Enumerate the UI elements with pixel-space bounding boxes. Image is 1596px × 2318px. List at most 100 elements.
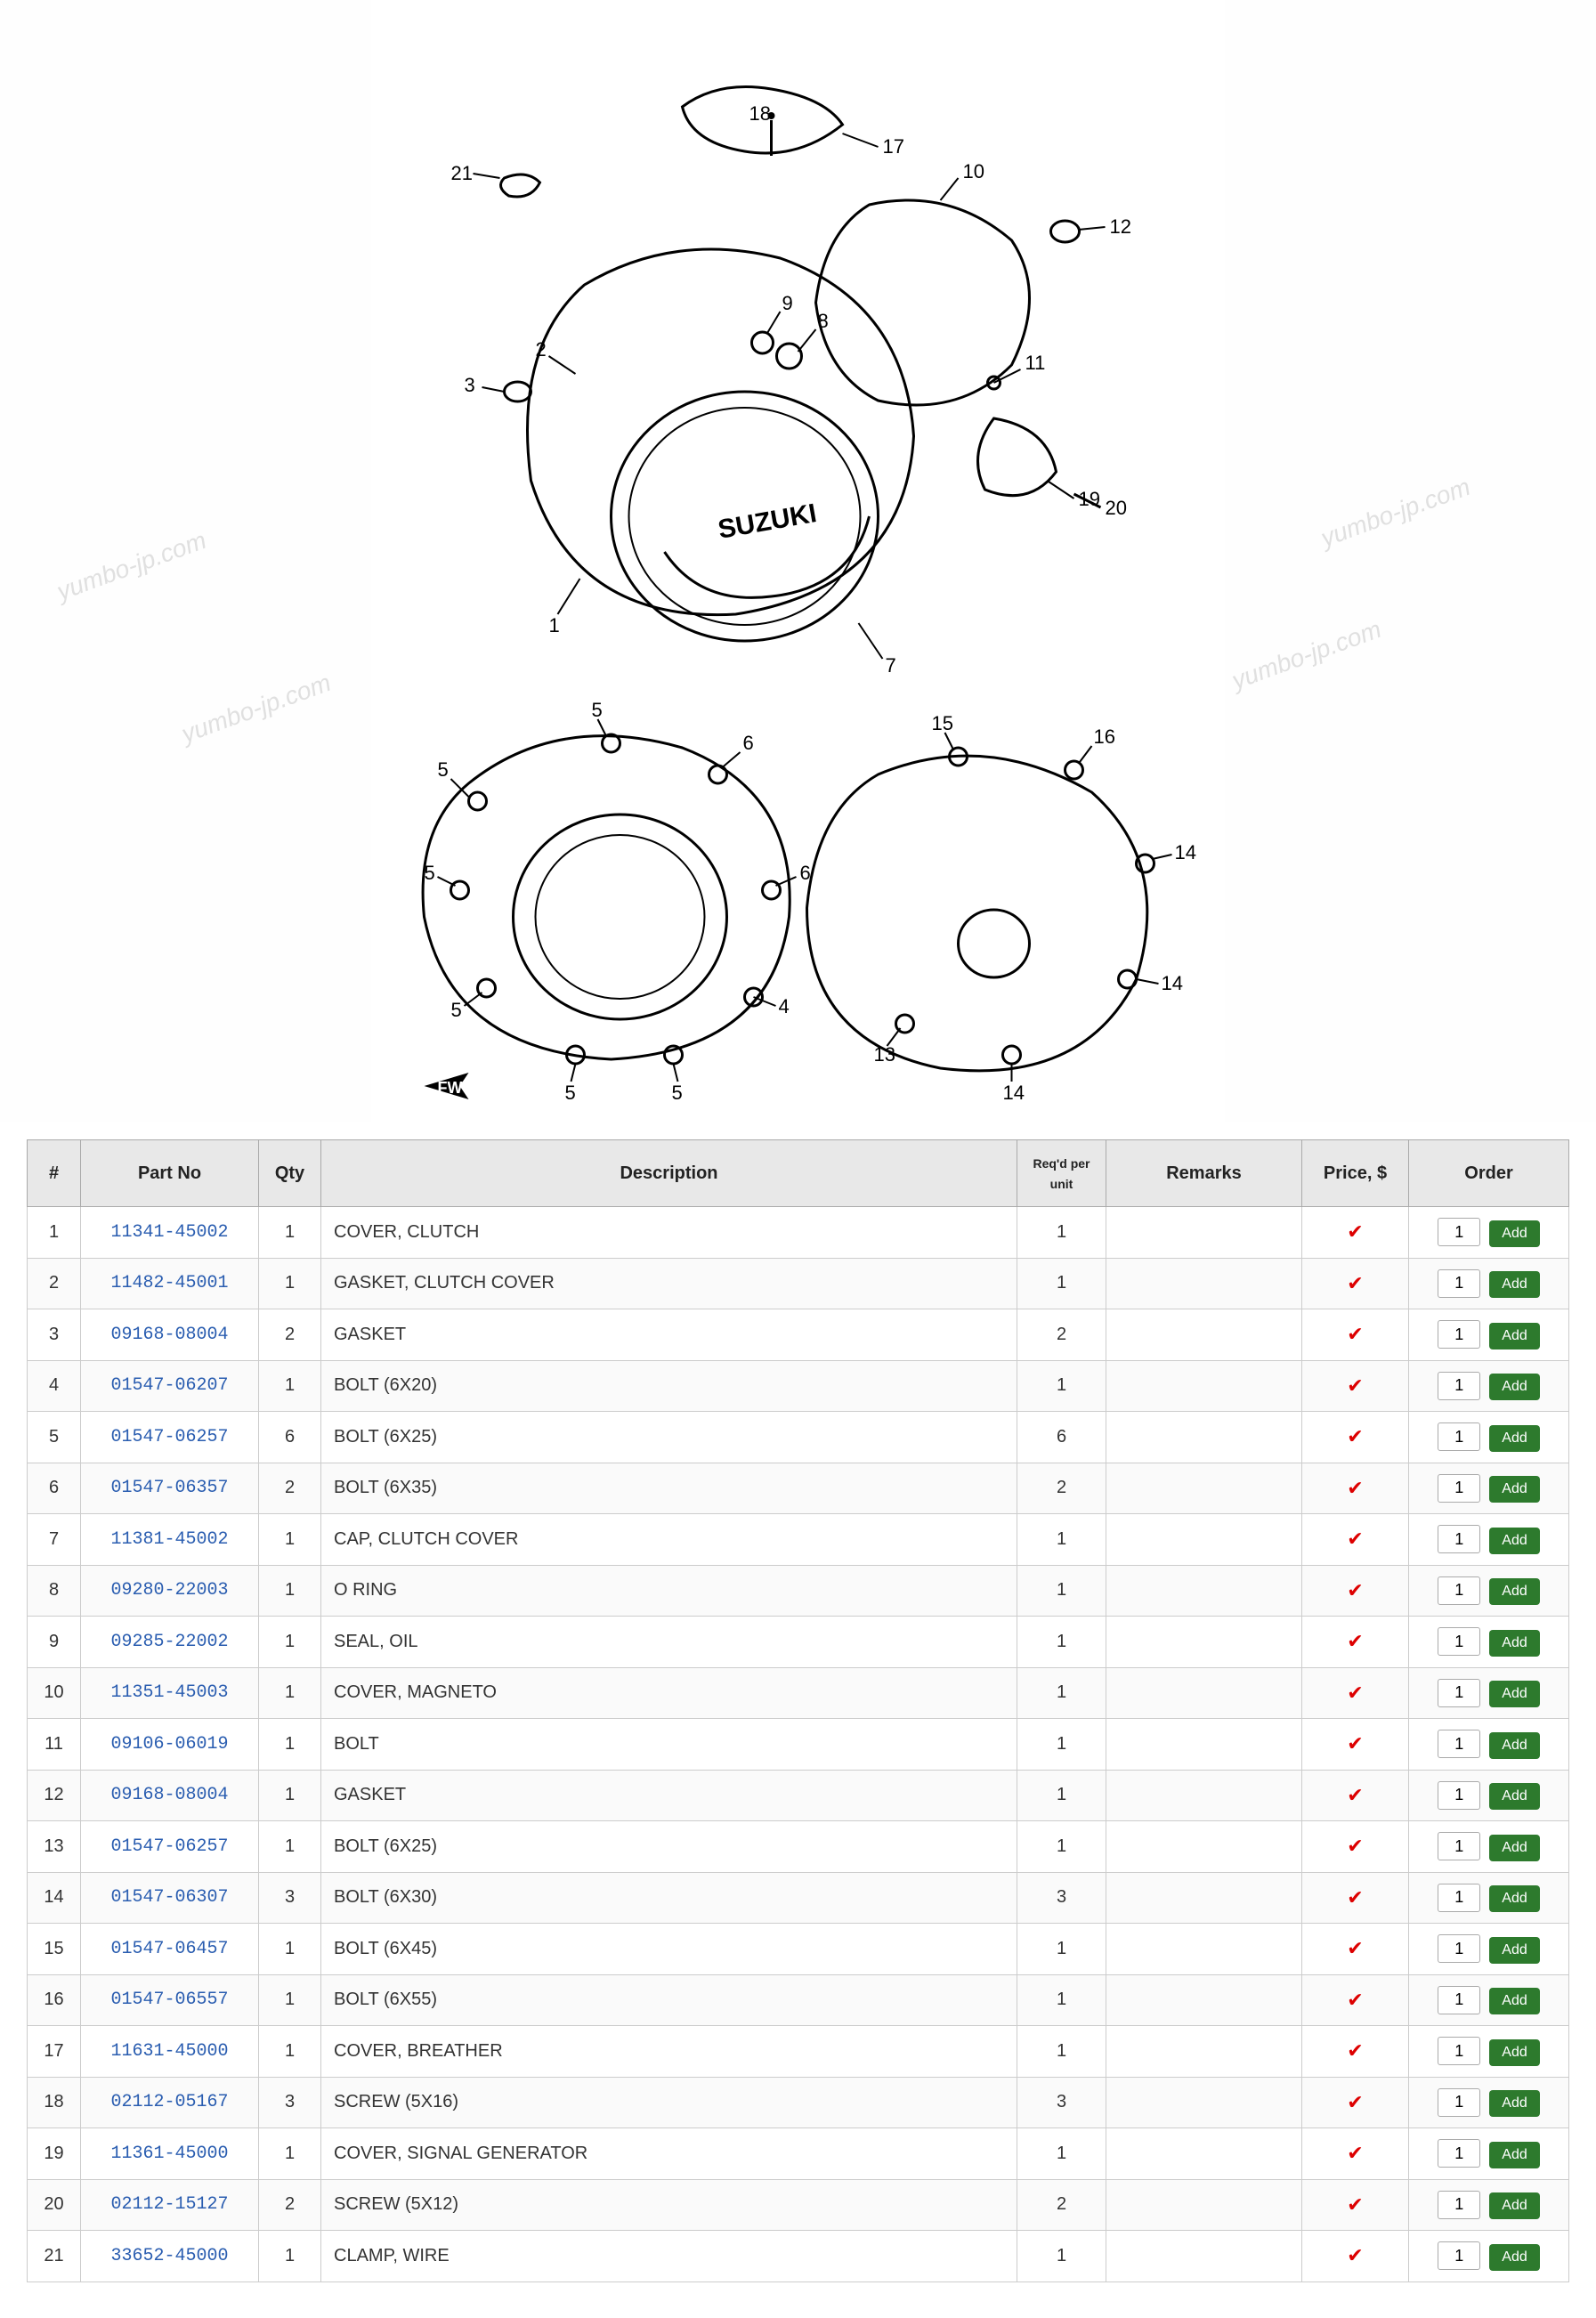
- order-qty-input[interactable]: [1438, 1525, 1480, 1553]
- order-qty-input[interactable]: [1438, 1218, 1480, 1246]
- order-qty-input[interactable]: [1438, 1934, 1480, 1963]
- add-to-cart-button[interactable]: Add: [1489, 1425, 1539, 1452]
- col-header-desc: Description: [321, 1140, 1017, 1207]
- order-qty-input[interactable]: [1438, 1372, 1480, 1400]
- part-number-link[interactable]: 01547-06207: [110, 1375, 228, 1396]
- order-qty-input[interactable]: [1438, 1474, 1480, 1503]
- part-number-link[interactable]: 09168-08004: [110, 1325, 228, 1345]
- svg-text:18: 18: [749, 102, 771, 125]
- part-number-link[interactable]: 33652-45000: [110, 2246, 228, 2266]
- part-number-link[interactable]: 11361-45000: [110, 2144, 228, 2164]
- part-number-link[interactable]: 09285-22002: [110, 1632, 228, 1652]
- svg-text:6: 6: [800, 862, 811, 884]
- cell-price: ✔: [1302, 2231, 1409, 2282]
- cell-pos: 6: [28, 1463, 81, 1514]
- order-qty-input[interactable]: [1438, 1730, 1480, 1758]
- order-qty-input[interactable]: [1438, 2241, 1480, 2270]
- add-to-cart-button[interactable]: Add: [1489, 1323, 1539, 1349]
- table-row: 711381-450021CAP, CLUTCH COVER1✔Add: [28, 1514, 1569, 1566]
- col-header-order: Order: [1409, 1140, 1569, 1207]
- parts-table-section: # Part No Qty Description Req'd per unit…: [0, 1122, 1596, 2318]
- order-qty-input[interactable]: [1438, 2139, 1480, 2168]
- part-number-link[interactable]: 09168-08004: [110, 1785, 228, 1805]
- part-number-link[interactable]: 09280-22003: [110, 1580, 228, 1601]
- order-qty-input[interactable]: [1438, 2191, 1480, 2219]
- add-to-cart-button[interactable]: Add: [1489, 2244, 1539, 2271]
- svg-text:FW: FW: [438, 1079, 463, 1097]
- cell-description: BOLT: [321, 1719, 1017, 1771]
- add-to-cart-button[interactable]: Add: [1489, 1681, 1539, 1707]
- part-number-link[interactable]: 01547-06557: [110, 1990, 228, 2010]
- table-row: 909285-220021SEAL, OIL1✔Add: [28, 1617, 1569, 1668]
- order-qty-input[interactable]: [1438, 2088, 1480, 2117]
- cell-qty: 1: [259, 1514, 321, 1566]
- order-qty-input[interactable]: [1438, 1627, 1480, 1656]
- part-number-link[interactable]: 01547-06307: [110, 1887, 228, 1908]
- cell-order: Add: [1409, 1719, 1569, 1771]
- part-number-link[interactable]: 11631-45000: [110, 2041, 228, 2062]
- cell-remarks: [1106, 1617, 1302, 1668]
- add-to-cart-button[interactable]: Add: [1489, 2039, 1539, 2066]
- order-qty-input[interactable]: [1438, 1269, 1480, 1298]
- cell-qty: 2: [259, 2179, 321, 2231]
- order-qty-input[interactable]: [1438, 1986, 1480, 2014]
- order-qty-input[interactable]: [1438, 1781, 1480, 1810]
- cell-description: GASKET: [321, 1770, 1017, 1821]
- add-to-cart-button[interactable]: Add: [1489, 1988, 1539, 2014]
- cell-order: Add: [1409, 1872, 1569, 1924]
- order-qty-input[interactable]: [1438, 1320, 1480, 1349]
- add-to-cart-button[interactable]: Add: [1489, 2142, 1539, 2168]
- order-qty-input[interactable]: [1438, 2037, 1480, 2065]
- cell-description: SCREW (5X16): [321, 2077, 1017, 2128]
- cell-required: 3: [1017, 2077, 1106, 2128]
- part-number-link[interactable]: 11482-45001: [110, 1273, 228, 1293]
- add-to-cart-button[interactable]: Add: [1489, 1783, 1539, 1810]
- part-number-link[interactable]: 02112-05167: [110, 2092, 228, 2112]
- add-to-cart-button[interactable]: Add: [1489, 2192, 1539, 2219]
- part-number-link[interactable]: 11351-45003: [110, 1682, 228, 1703]
- cell-description: COVER, CLUTCH: [321, 1207, 1017, 1259]
- part-number-link[interactable]: 11381-45002: [110, 1529, 228, 1550]
- order-qty-input[interactable]: [1438, 1576, 1480, 1605]
- add-to-cart-button[interactable]: Add: [1489, 1937, 1539, 1964]
- cell-description: CAP, CLUTCH COVER: [321, 1514, 1017, 1566]
- add-to-cart-button[interactable]: Add: [1489, 1476, 1539, 1503]
- cell-order: Add: [1409, 1309, 1569, 1361]
- add-to-cart-button[interactable]: Add: [1489, 1732, 1539, 1759]
- add-to-cart-button[interactable]: Add: [1489, 2090, 1539, 2117]
- cell-part-number: 11341-45002: [81, 1207, 259, 1259]
- part-number-link[interactable]: 01547-06257: [110, 1427, 228, 1447]
- cell-price: ✔: [1302, 1309, 1409, 1361]
- add-to-cart-button[interactable]: Add: [1489, 1885, 1539, 1912]
- add-to-cart-button[interactable]: Add: [1489, 1220, 1539, 1247]
- cell-description: GASKET: [321, 1309, 1017, 1361]
- cell-part-number: 01547-06357: [81, 1463, 259, 1514]
- add-to-cart-button[interactable]: Add: [1489, 1578, 1539, 1605]
- add-to-cart-button[interactable]: Add: [1489, 1835, 1539, 1861]
- svg-text:8: 8: [818, 310, 829, 332]
- svg-text:9: 9: [782, 292, 793, 314]
- part-number-link[interactable]: 01547-06357: [110, 1478, 228, 1498]
- cell-part-number: 11361-45000: [81, 2128, 259, 2180]
- order-qty-input[interactable]: [1438, 1679, 1480, 1707]
- add-to-cart-button[interactable]: Add: [1489, 1528, 1539, 1554]
- cell-required: 1: [1017, 1360, 1106, 1412]
- order-qty-input[interactable]: [1438, 1422, 1480, 1451]
- part-number-link[interactable]: 01547-06257: [110, 1836, 228, 1857]
- cell-remarks: [1106, 1309, 1302, 1361]
- order-qty-input[interactable]: [1438, 1832, 1480, 1860]
- part-number-link[interactable]: 11341-45002: [110, 1222, 228, 1243]
- part-number-link[interactable]: 02112-15127: [110, 2194, 228, 2215]
- table-row: 1911361-450001COVER, SIGNAL GENERATOR1✔A…: [28, 2128, 1569, 2180]
- cell-qty: 1: [259, 1258, 321, 1309]
- add-to-cart-button[interactable]: Add: [1489, 1271, 1539, 1298]
- part-number-link[interactable]: 01547-06457: [110, 1939, 228, 1959]
- add-to-cart-button[interactable]: Add: [1489, 1374, 1539, 1400]
- table-row: 501547-062576BOLT (6X25)6✔Add: [28, 1412, 1569, 1463]
- part-number-link[interactable]: 09106-06019: [110, 1734, 228, 1755]
- svg-text:5: 5: [672, 1082, 683, 1104]
- cell-order: Add: [1409, 2231, 1569, 2282]
- add-to-cart-button[interactable]: Add: [1489, 1630, 1539, 1657]
- cell-part-number: 09280-22003: [81, 1565, 259, 1617]
- order-qty-input[interactable]: [1438, 1884, 1480, 1912]
